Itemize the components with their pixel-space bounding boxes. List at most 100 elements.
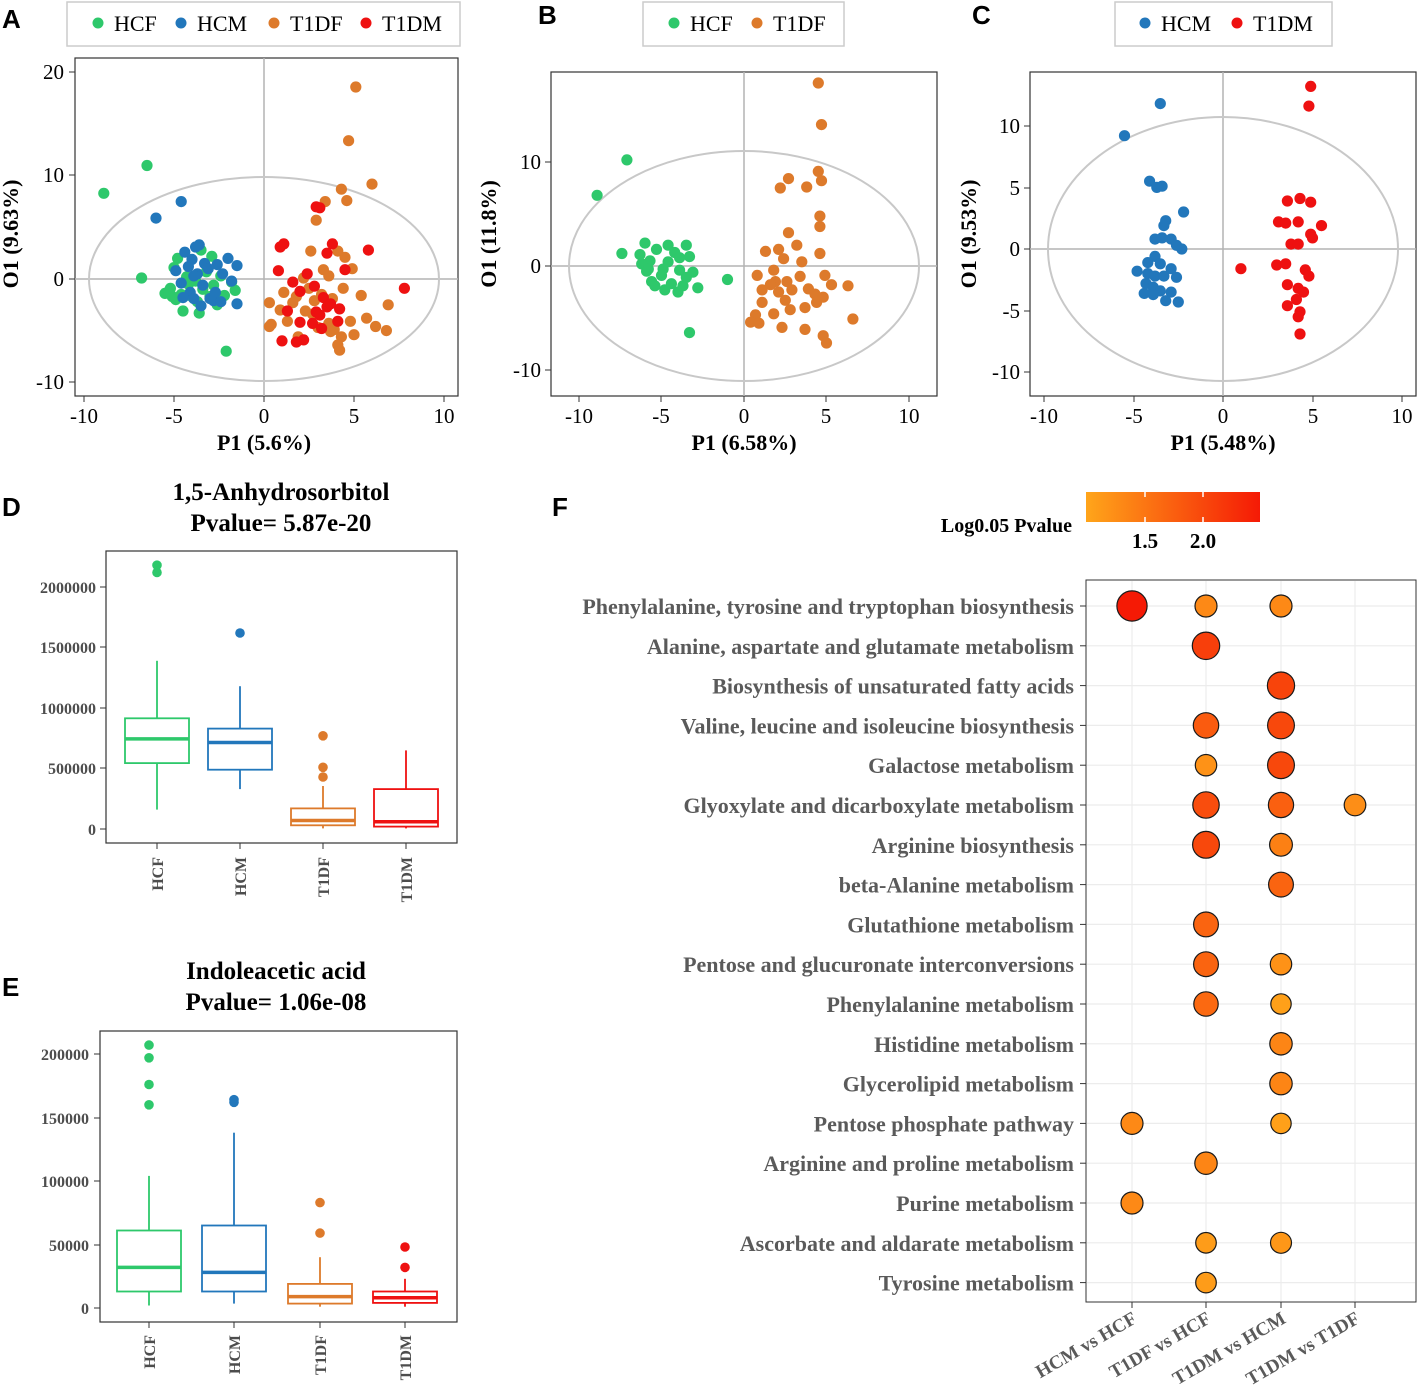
point-c-t1dm-20 [1297, 286, 1310, 298]
x-tick-e-2: T1DF [313, 1335, 330, 1375]
point-c-t1dm-3 [1294, 192, 1306, 205]
point-c-hcm-14 [1142, 257, 1154, 269]
legend-c-hcm-dot [1139, 17, 1151, 29]
outlier-d-hcf-0 [152, 560, 162, 570]
pathway-label-histidine-metabolism: Histidine metabolism [874, 1032, 1074, 1057]
point-a-t1df-2 [366, 178, 378, 190]
y-ticks-d: 0 500000 1000000 1500000 2000000 [40, 580, 106, 839]
legend-a-t1dm-dot [360, 17, 372, 29]
point-a-t1dm-7 [301, 268, 313, 280]
x-tick-a-0: -10 [70, 404, 98, 428]
plot-frame-f [1085, 579, 1417, 1303]
bubble-phenylalanine-metabolism-2 [1270, 993, 1292, 1015]
pathway-label-phenylalanine-tyrosine-and-tryptophan-biosynthesis: Phenylalanine, tyrosine and tryptophan b… [582, 594, 1074, 619]
point-a-hcm-24 [231, 298, 243, 310]
point-c-t1dm-13 [1235, 263, 1247, 275]
box-e-hcm [201, 1224, 267, 1293]
point-a-t1dm-21 [290, 336, 302, 348]
plot-frame-d [105, 550, 458, 844]
bubble-arginine-biosynthesis-1 [1191, 830, 1220, 859]
point-b-hcf-28 [674, 252, 686, 264]
point-c-t1dm-7 [1280, 217, 1292, 229]
chart-title-d-line1: 1,5-Anhydrosorbitol [173, 479, 390, 506]
point-b-t1df-27 [842, 280, 854, 292]
point-b-hcf-3 [634, 249, 646, 261]
point-a-hcm-21 [177, 292, 189, 304]
legend-a: HCF HCM T1DF T1DM [66, 1, 461, 47]
point-a-hcm-18 [175, 277, 187, 289]
point-b-t1df-8 [814, 220, 826, 233]
point-b-hcf-8 [662, 239, 674, 251]
point-a-hcm-8 [197, 279, 209, 291]
bubble-pentose-and-glucuronate-interconversions-1 [1192, 951, 1219, 978]
bubble-valine-leucine-and-isoleucine-biosynthesis-1 [1192, 712, 1220, 739]
pathway-label-valine-leucine-and-isoleucine-biosynthesis: Valine, leucine and isoleucine biosynthe… [681, 713, 1075, 738]
outlier-e-hcf-1 [144, 1053, 154, 1063]
point-a-t1df-29 [380, 325, 392, 337]
panel-e: E Indoleacetic acid Pvalue= 1.06e-08 0 5… [2, 958, 458, 1380]
point-b-t1df-0 [812, 77, 824, 89]
x-tick-d-2: T1DF [316, 857, 333, 897]
point-a-t1dm-1 [310, 201, 322, 213]
point-c-hcm-16 [1165, 263, 1177, 275]
x-tick-c-0: -10 [1030, 404, 1058, 428]
x-tick-c-1: -5 [1125, 404, 1143, 428]
point-a-t1dm-26 [325, 298, 337, 310]
legend-a-hcf-label: HCF [114, 11, 157, 36]
y-tick-c-1: -5 [1003, 299, 1021, 323]
point-b-t1df-14 [796, 256, 808, 268]
point-b-t1df-42 [768, 264, 780, 276]
x-ticks-b: -10 -5 0 5 10 [565, 396, 920, 428]
bubbles-f [1116, 590, 1367, 1294]
point-b-t1df-7 [814, 210, 826, 222]
point-b-hcf-23 [683, 327, 696, 339]
point-b-t1df-5 [801, 181, 813, 193]
point-c-hcm-1 [1154, 98, 1166, 110]
point-b-t1df-37 [799, 323, 811, 335]
y-ticks-b: -10 0 10 [513, 150, 551, 382]
colorbar-gradient [1086, 492, 1260, 522]
legend-b-hcf-dot [668, 17, 680, 29]
legend-b-t1df-dot [751, 17, 763, 29]
legend-a-hcf-dot [92, 17, 104, 29]
y-axis-label-b: O1 (11.8%) [476, 180, 501, 288]
point-a-t1dm-2 [326, 238, 338, 250]
y-tick-c-3: 5 [1010, 176, 1021, 200]
point-c-t1dm-0 [1305, 80, 1317, 92]
point-a-t1dm-19 [281, 305, 293, 317]
panel-letter-d: D [2, 492, 21, 522]
point-c-t1dm-17 [1303, 270, 1315, 282]
point-a-t1dm-18 [294, 316, 306, 328]
pathway-label-glutathione-metabolism: Glutathione metabolism [847, 912, 1074, 937]
panel-letter-f: F [552, 492, 568, 522]
bubble-pentose-phosphate-pathway-2 [1270, 1112, 1292, 1135]
point-a-hcf-1 [141, 159, 153, 172]
x-tick-c-2: 0 [1218, 404, 1229, 428]
point-c-hcm-7 [1158, 220, 1170, 232]
panel-letter-c: C [972, 0, 991, 30]
y-tick-d-0: 0 [88, 822, 96, 839]
x-axis-label-c: P1 (5.48%) [1170, 430, 1275, 455]
point-c-hcm-21 [1170, 271, 1183, 283]
x-tick-a-3: 5 [349, 404, 360, 428]
point-a-t1dm-27 [276, 335, 288, 347]
outlier-e-hcf-0 [144, 1040, 154, 1050]
bubble-glycerolipid-metabolism-2 [1269, 1071, 1293, 1096]
box-d-hcm [207, 727, 273, 771]
point-a-hcf-2 [136, 272, 148, 284]
point-b-hcf-20 [665, 278, 678, 290]
point-a-hcm-17 [170, 265, 182, 277]
grid-f [1080, 581, 1415, 1301]
y-tick-d-3: 1500000 [40, 640, 96, 657]
legend-a-t1df-label: T1DF [290, 11, 343, 36]
boxplots-e [116, 1040, 438, 1307]
point-a-t1df-27 [361, 312, 373, 324]
x-tick-e-0: HCF [142, 1335, 159, 1369]
point-b-t1df-29 [799, 302, 811, 314]
point-b-hcf-22 [677, 280, 689, 292]
box-e-hcf [116, 1229, 182, 1293]
chart-title-e-line2: Pvalue= 1.06e-08 [186, 989, 367, 1016]
bubble-pentose-phosphate-pathway-0 [1120, 1111, 1144, 1136]
